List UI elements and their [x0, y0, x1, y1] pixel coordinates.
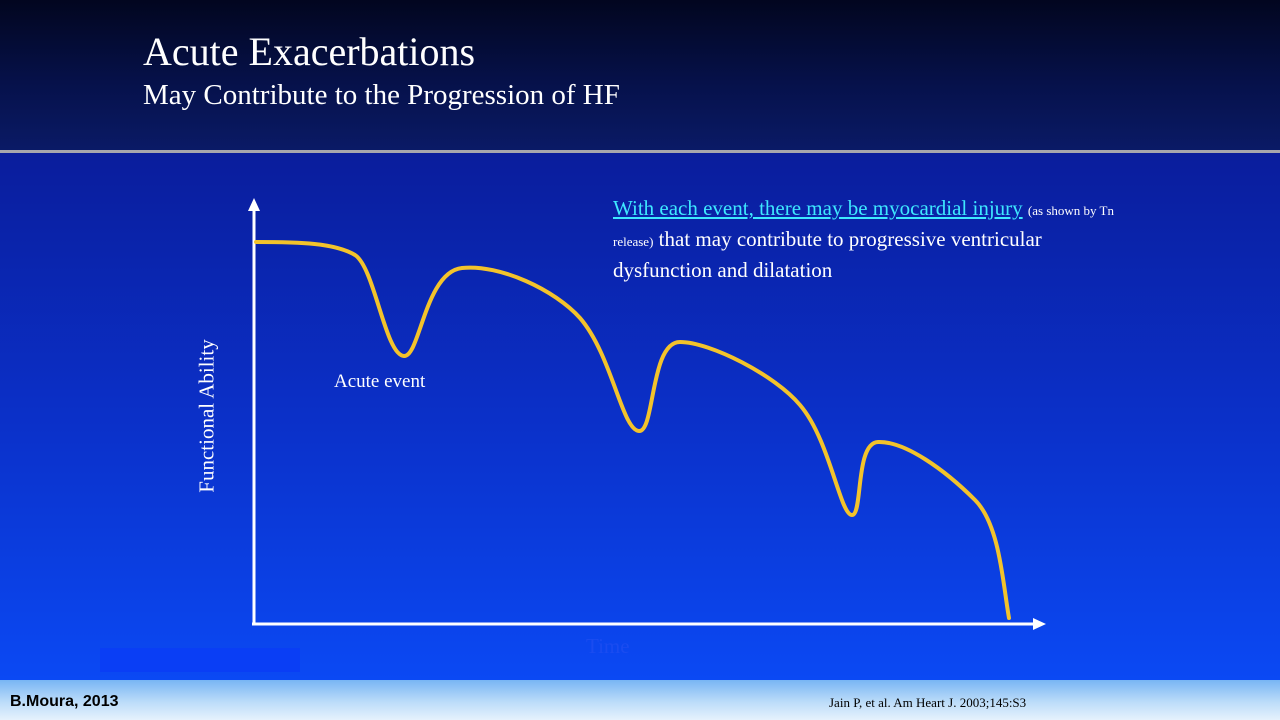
title-bar: Acute Exacerbations May Contribute to th…	[0, 0, 1280, 150]
acute-event-label: Acute event	[334, 371, 426, 392]
x-axis	[252, 618, 1046, 630]
injury-annotation-note: (as shown by Tn release)	[613, 203, 1114, 249]
author-credit: B.Moura, 2013	[10, 693, 119, 710]
injury-annotation: With each event, there may be myocardial…	[613, 194, 1133, 285]
y-axis-arrowhead	[248, 198, 260, 211]
x-axis-label: Time	[586, 634, 630, 658]
y-axis-label: Functional Ability	[194, 339, 219, 493]
y-axis	[248, 198, 260, 624]
slide-title: Acute Exacerbations	[143, 29, 476, 74]
footer-bar: B.Moura, 2013 Jain P, et al. Am Heart J.…	[0, 680, 1280, 720]
citation: Jain P, et al. Am Heart J. 2003;145:S3	[829, 695, 1027, 710]
functional-ability-curve	[254, 240, 1011, 620]
slide-subtitle: May Contribute to the Progression of HF	[143, 79, 620, 111]
injury-annotation-rest: that may contribute to progressive ventr…	[613, 227, 1042, 282]
slide-body	[0, 153, 1280, 680]
x-axis-arrowhead	[1033, 618, 1046, 630]
injury-annotation-highlight: With each event, there may be myocardial…	[613, 196, 1023, 220]
header-divider	[0, 150, 1280, 153]
blue-placeholder-box	[100, 648, 300, 672]
